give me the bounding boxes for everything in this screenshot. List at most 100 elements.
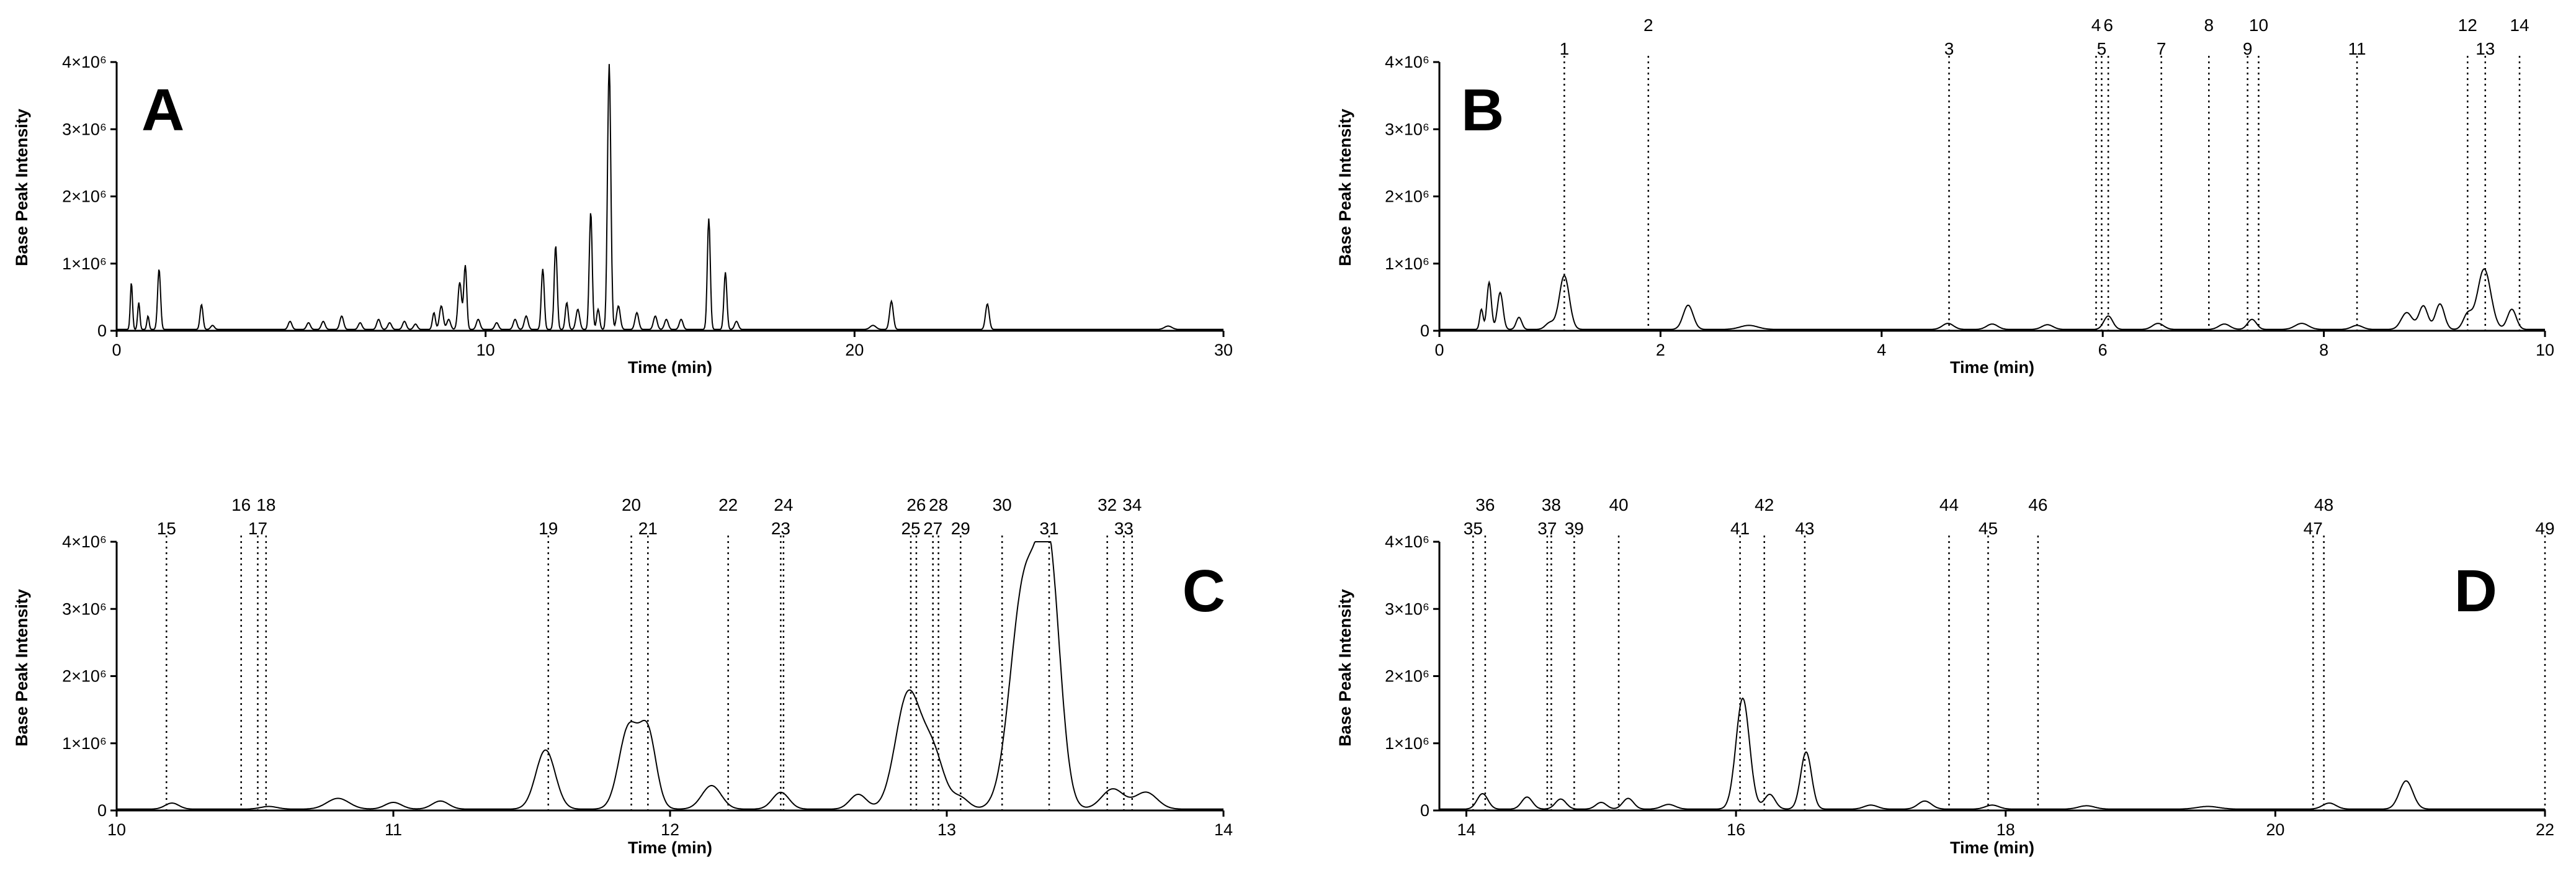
panel-d-y-tick-label: 4×10⁶: [1385, 532, 1429, 551]
panel-b-y-tick-label: 2×10⁶: [1385, 187, 1429, 206]
panel-a-x-tick-label: 0: [112, 341, 121, 359]
panel-c-y-tick-label: 0: [97, 801, 107, 820]
panel-d-peak-label-41: 41: [1730, 519, 1750, 538]
panel-d-x-tick-label: 18: [1997, 820, 2015, 839]
panel-d-peak-label-40: 40: [1609, 495, 1628, 514]
panel-c-trace: [117, 541, 1223, 810]
panel-d-peak-label-43: 43: [1795, 519, 1814, 538]
panel-c-x-tick-label: 13: [937, 820, 956, 839]
panel-d-peak-label-49: 49: [2535, 519, 2554, 538]
panel-c-peak-label-20: 20: [622, 495, 641, 514]
panel-c-peak-label-32: 32: [1098, 495, 1117, 514]
panel-b-y-tick-label: 4×10⁶: [1385, 53, 1429, 71]
panel-b-peak-label-5: 5: [2097, 39, 2107, 58]
panel-d-y-tick-label: 2×10⁶: [1385, 667, 1429, 686]
panel-c-peak-label-18: 18: [256, 495, 275, 514]
panel-b-peak-label-3: 3: [1944, 39, 1954, 58]
panel-a-y-tick-label: 3×10⁶: [62, 120, 107, 138]
panel-a-trace: [117, 64, 1223, 330]
panel-c-peak-label-24: 24: [774, 495, 793, 514]
panel-c-peak-label-33: 33: [1114, 519, 1134, 538]
panel-d-peak-label-37: 37: [1537, 519, 1557, 538]
panel-d-x-tick-label: 16: [1727, 820, 1745, 839]
panel-d-peak-label-44: 44: [1939, 495, 1959, 514]
panel-b-peak-label-11: 11: [2348, 39, 2366, 58]
panel-c-peak-label-25: 25: [901, 519, 920, 538]
panel-b-x-tick-label: 6: [2098, 341, 2108, 359]
panel-b-y-tick-label: 1×10⁶: [1385, 254, 1429, 273]
panel-c-peak-label-16: 16: [231, 495, 251, 514]
panel-c-peak-label-31: 31: [1039, 519, 1058, 538]
panel-b-x-tick-label: 10: [2536, 341, 2554, 359]
panel-c-peak-label-26: 26: [906, 495, 926, 514]
panel-a-y-tick-label: 4×10⁶: [62, 53, 107, 71]
panel-c-x-tick-label: 11: [385, 820, 402, 839]
panel-d-trace: [1439, 697, 2545, 810]
panel-d-peak-label-45: 45: [1979, 519, 1998, 538]
panel-b-x-tick-label: 8: [2319, 341, 2328, 359]
panel-b-peak-label-4: 4: [2091, 16, 2101, 35]
panel-d-x-tick-label: 22: [2536, 820, 2554, 839]
panel-d: Time (min) Base Peak Intensity D 0 1×10⁶ 2×…: [1336, 495, 2555, 857]
panel-c-peak-label-29: 29: [951, 519, 970, 538]
panel-b-peak-label-7: 7: [2157, 39, 2167, 58]
panel-d-x-tick-label: 14: [1457, 820, 1475, 839]
panel-b-y-tick-label: 0: [1420, 321, 1429, 340]
panel-d-peak-label-46: 46: [2028, 495, 2047, 514]
panel-b-peak-label-12: 12: [2458, 16, 2477, 35]
panel-c-y-tick-label: 1×10⁶: [62, 734, 107, 753]
panel-d-peak-label-48: 48: [2314, 495, 2333, 514]
panel-b-peak-label-8: 8: [2204, 16, 2214, 35]
panel-d-peak-label-42: 42: [1755, 495, 1774, 514]
panel-a-x-tick-label: 20: [845, 341, 864, 359]
panel-c-peak-label-34: 34: [1122, 495, 1142, 514]
panel-d-x-tick-label: 20: [2266, 820, 2284, 839]
panel-c-x-tick-label: 14: [1214, 820, 1233, 839]
panel-d-peak-label-36: 36: [1475, 495, 1495, 514]
panel-d-y-tick-label: 1×10⁶: [1385, 734, 1429, 753]
panel-c-x-tick-label: 12: [661, 820, 679, 839]
panel-a-y-tick-label: 0: [97, 321, 107, 340]
panel-b-peak-label-2: 2: [1644, 16, 1653, 35]
panel-c-x-axis-title: Time (min): [628, 838, 712, 857]
panel-a-x-axis-title: Time (min): [628, 358, 712, 377]
panel-c-x-tick-label: 10: [107, 820, 126, 839]
panel-c-y-axis-title: Base Peak Intensity: [12, 589, 31, 747]
panel-b-trace: [1439, 268, 2545, 330]
panel-d-peak-label-39: 39: [1565, 519, 1584, 538]
panel-b-x-tick-label: 4: [1877, 341, 1886, 359]
panel-b-x-tick-label: 2: [1656, 341, 1665, 359]
panel-c-peak-label-19: 19: [539, 519, 558, 538]
panel-b-peak-label-13: 13: [2475, 39, 2495, 58]
panel-b-x-axis-title: Time (min): [1950, 358, 2034, 377]
panel-a-y-tick-label: 1×10⁶: [62, 254, 107, 273]
panel-c-peak-label-17: 17: [248, 519, 267, 538]
panel-c-peak-label-28: 28: [929, 495, 948, 514]
panel-a-letter: A: [141, 77, 184, 143]
panel-d-peak-label-35: 35: [1464, 519, 1483, 538]
panel-c-peak-label-23: 23: [771, 519, 790, 538]
panel-c-y-tick-label: 4×10⁶: [62, 532, 107, 551]
panel-d-peak-label-38: 38: [1542, 495, 1561, 514]
panel-b-letter: B: [1461, 77, 1504, 143]
panel-c-peak-label-30: 30: [993, 495, 1012, 514]
panel-d-x-axis-title: Time (min): [1950, 838, 2034, 857]
panel-b-peak-label-10: 10: [2249, 16, 2268, 35]
panel-d-letter: D: [2454, 558, 2497, 624]
panel-c-peak-label-21: 21: [638, 519, 658, 538]
panel-a-x-tick-label: 30: [1214, 341, 1233, 359]
panel-a-x-tick-label: 10: [476, 341, 495, 359]
panel-d-peak-label-47: 47: [2304, 519, 2323, 538]
panel-c-y-tick-label: 2×10⁶: [62, 667, 107, 686]
panel-c-peak-label-15: 15: [157, 519, 176, 538]
panel-c: Time (min) Base Peak Intensity C 0 1×10⁶ 2×…: [12, 495, 1233, 857]
panel-b-x-tick-label: 0: [1434, 341, 1444, 359]
panel-b-y-tick-label: 3×10⁶: [1385, 120, 1429, 138]
panel-b-peak-label-14: 14: [2510, 16, 2529, 35]
panel-d-y-axis-title: Base Peak Intensity: [1336, 589, 1354, 747]
panel-c-letter: C: [1183, 558, 1225, 624]
panel-b-peak-label-1: 1: [1560, 39, 1570, 58]
panel-d-y-tick-label: 3×10⁶: [1385, 599, 1429, 618]
